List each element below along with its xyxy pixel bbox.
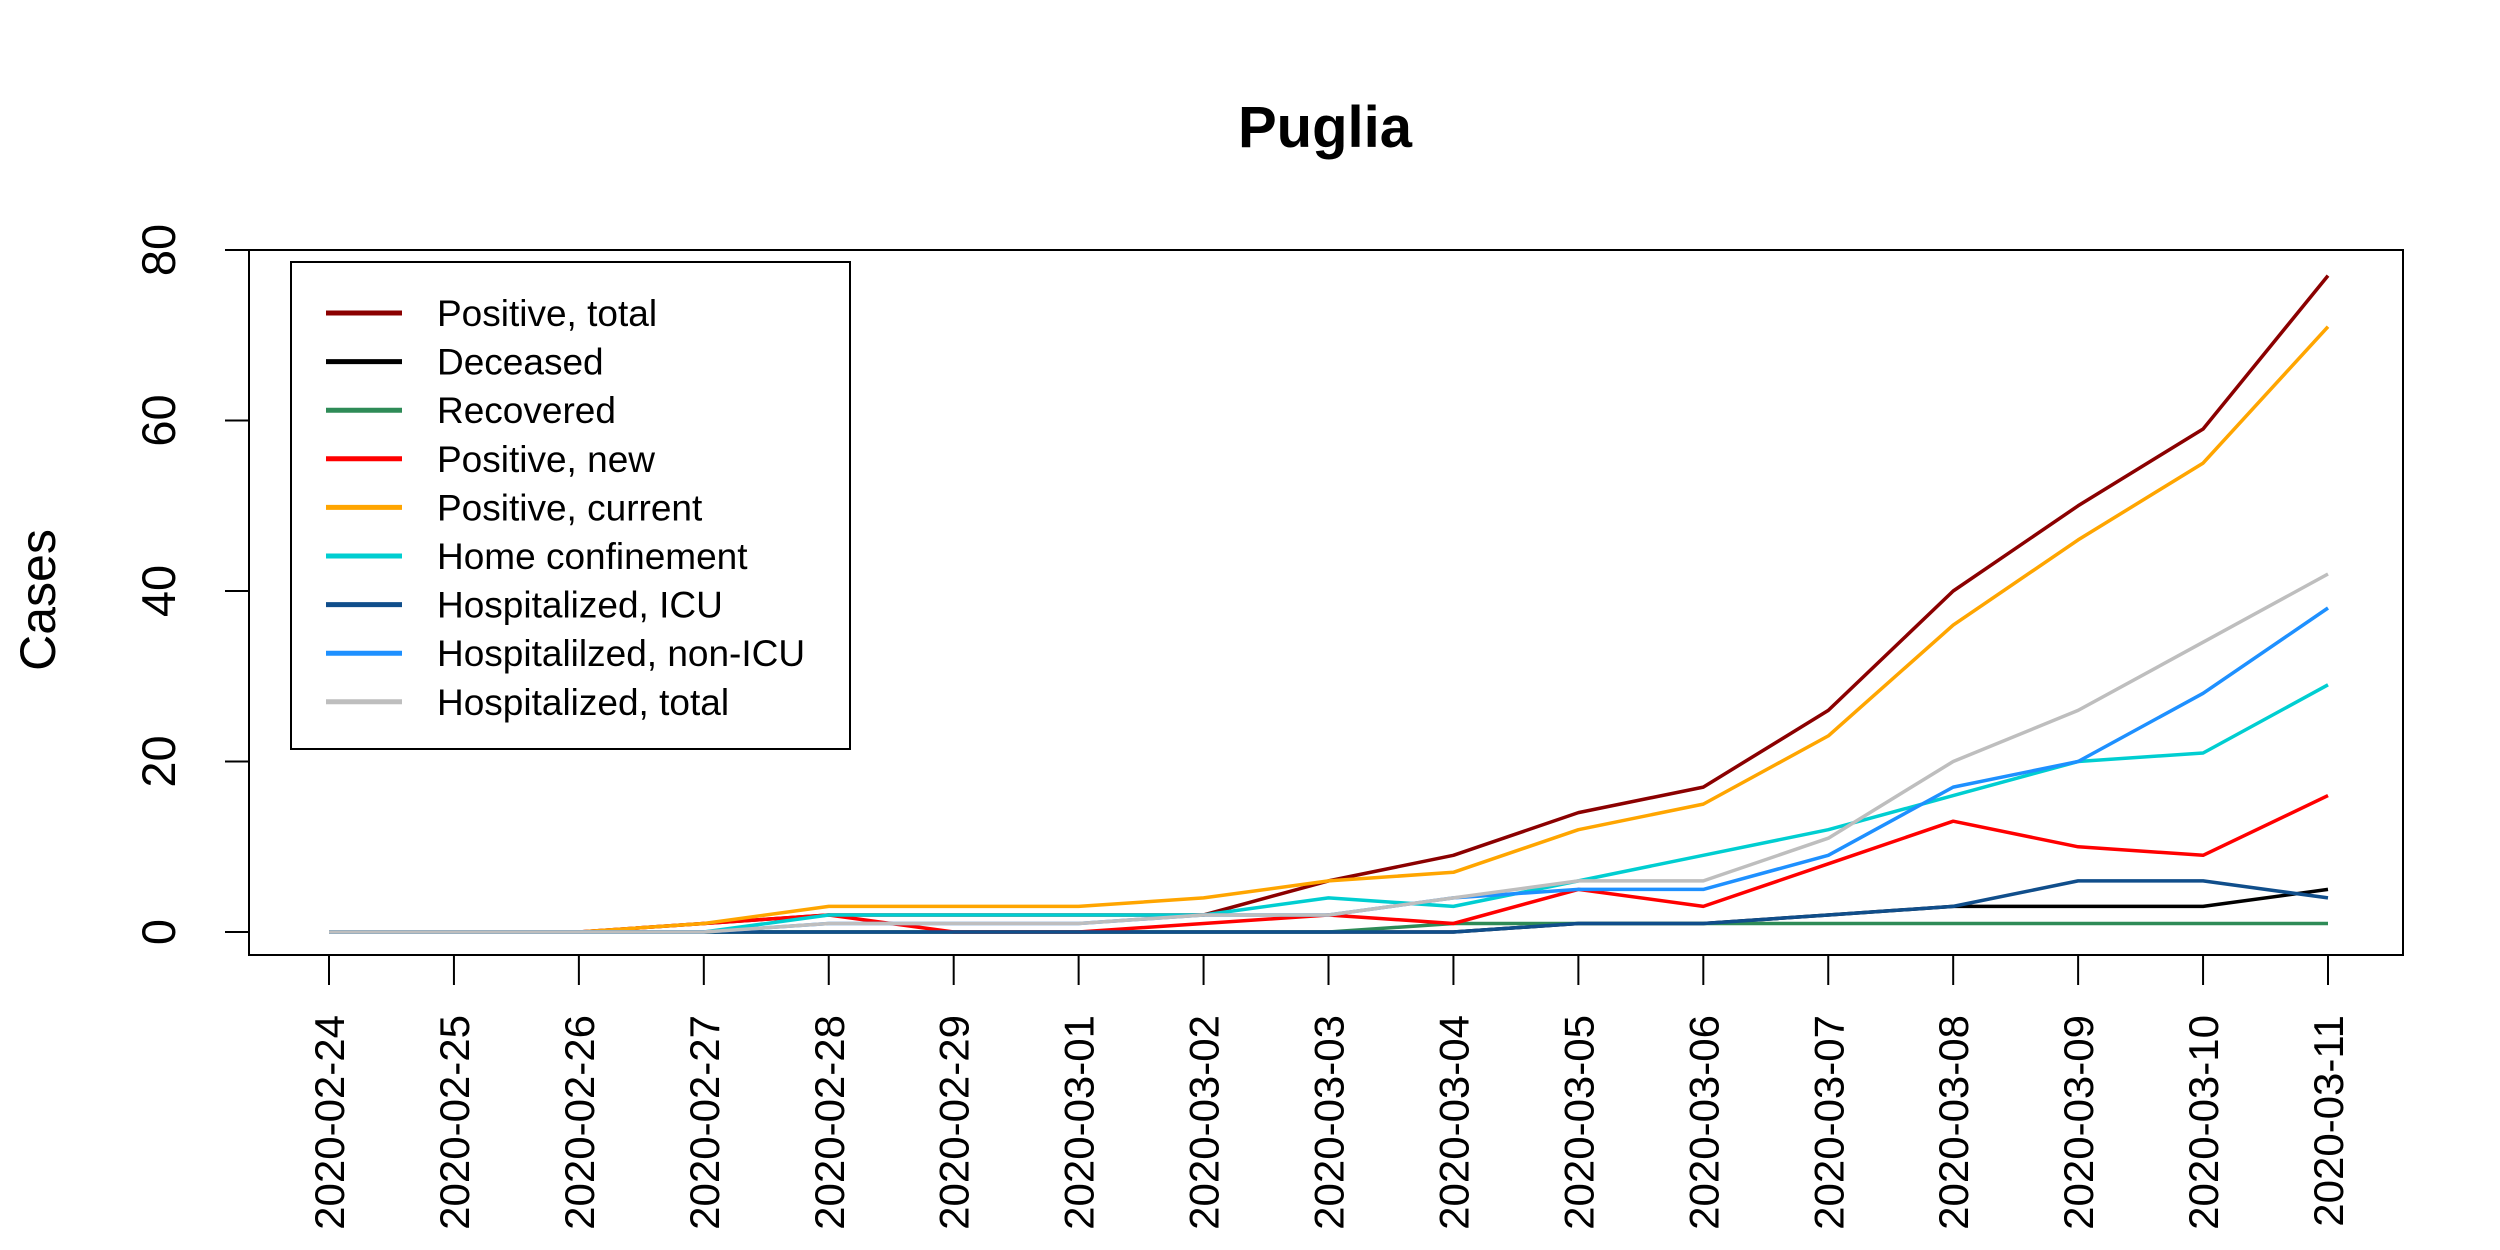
y-axis-label: Cases [10,529,66,671]
x-tick-label: 2020-02-29 [931,1015,978,1230]
legend-label: Positive, total [437,293,657,334]
legend: Positive, total Deceased Recovered Positive… [290,261,851,750]
x-tick-label: 2020-03-08 [1930,1015,1977,1230]
x-tick-label: 2020-03-02 [1181,1015,1228,1230]
y-tick-label: 0 [132,919,185,945]
x-tick-label: 2020-02-26 [556,1015,603,1230]
x-tick-label: 2020-03-05 [1555,1015,1602,1230]
x-tick-label: 2020-02-27 [681,1015,728,1230]
chart-title: Puglia [1238,95,1413,160]
x-tick-label: 2020-03-11 [2305,1015,2352,1227]
series-line [329,887,2329,934]
series-line [329,325,2330,934]
x-axis: 2020-02-24 2020-02-25 2020-02-26 2020-02-27… [306,954,2352,1230]
series-line [329,572,2329,934]
y-tick-label: 20 [132,735,185,787]
x-tick-label: 2020-03-03 [1306,1015,1353,1230]
series-line [329,794,2329,934]
legend-label: Home confinement [437,536,748,577]
legend-label: Hospitalilzed, non-ICU [437,633,805,674]
x-tick-label: 2020-03-01 [1056,1015,1103,1230]
x-tick-label: 2020-03-07 [1805,1015,1852,1230]
series-lines [329,274,2330,934]
y-tick-label: 40 [132,565,185,617]
legend-label: Recovered [437,390,616,431]
x-tick-label: 2020-02-24 [306,1015,353,1230]
y-tick-label: 60 [132,394,185,446]
legend-label: Hospitalized, ICU [437,585,723,626]
y-axis: 0 20 40 60 80 [132,224,250,945]
x-tick-label: 2020-02-25 [431,1015,478,1230]
x-tick-label: 2020-03-09 [2055,1015,2102,1230]
legend-label: Hospitalized, total [437,682,729,723]
x-tick-label: 2020-03-06 [1680,1015,1727,1230]
x-tick-label: 2020-02-28 [806,1015,853,1230]
x-tick-label: 2020-03-04 [1430,1015,1477,1230]
y-tick-label: 80 [132,224,185,276]
legend-label: Positive, current [437,487,703,528]
legend-label: Positive, new [437,439,655,480]
x-tick-label: 2020-03-10 [2180,1015,2227,1230]
legend-label: Deceased [437,342,604,383]
